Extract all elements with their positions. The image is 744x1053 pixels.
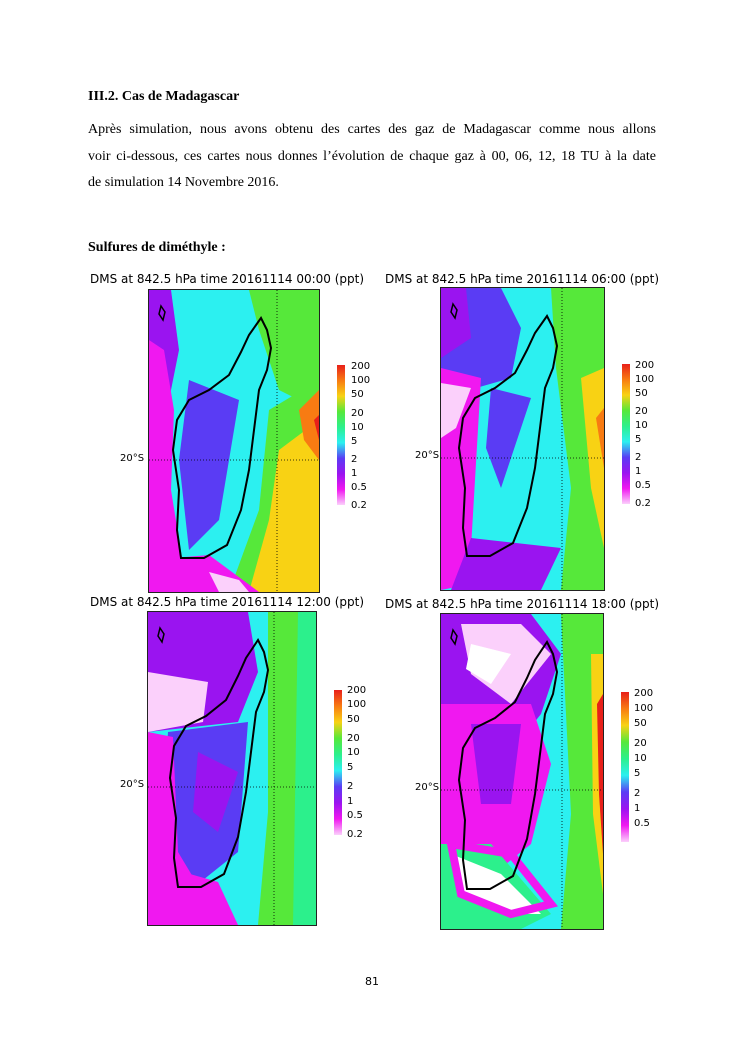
colorbar-label: 100 (635, 374, 655, 385)
colorbar-label: 2 (351, 454, 358, 465)
colorbar-label: 100 (347, 699, 367, 710)
page-number: 81 (365, 975, 379, 988)
colorbar-label: 100 (351, 375, 371, 386)
dms-map (148, 289, 320, 593)
colorbar-label: 1 (351, 468, 358, 479)
colorbar-label: 10 (351, 422, 364, 433)
paragraph-line: Après simulation, nous avons obtenu des … (88, 122, 656, 137)
latitude-label: 20°S (120, 779, 145, 790)
colorbar-label: 2 (347, 781, 354, 792)
colorbar-label: 50 (351, 389, 364, 400)
paragraph-line: de simulation 14 Novembre 2016. (88, 175, 279, 190)
colorbar-label: 5 (351, 436, 358, 447)
colorbar-label: 200 (635, 360, 655, 371)
colorbar-label: 0.2 (347, 829, 363, 840)
latitude-label: 20°S (120, 453, 145, 464)
panel-title: DMS at 842.5 hPa time 20161114 06:00 (pp… (385, 272, 660, 286)
panel-title: DMS at 842.5 hPa time 20161114 00:00 (pp… (90, 272, 365, 286)
colorbar-label: 200 (351, 361, 371, 372)
colorbar-label: 200 (347, 685, 367, 696)
colorbar-label: 1 (635, 466, 642, 477)
latitude-label: 20°S (415, 782, 440, 793)
colorbar-label: 20 (634, 738, 647, 749)
colorbar-label: 5 (634, 768, 641, 779)
colorbar-label: 50 (635, 388, 648, 399)
colorbar-label: 10 (634, 753, 647, 764)
section-heading: III.2. Cas de Madagascar (88, 89, 240, 104)
colorbar-label: 1 (634, 803, 641, 814)
colorbar-label: 0.2 (635, 498, 651, 509)
colorbar (621, 692, 629, 842)
colorbar-label: 0.5 (347, 810, 363, 821)
dms-map (440, 613, 604, 930)
colorbar-label: 50 (634, 718, 647, 729)
colorbar-label: 0.5 (351, 482, 367, 493)
colorbar-label: 20 (351, 408, 364, 419)
subsection-heading: Sulfures de diméthyle : (88, 240, 226, 255)
latitude-label: 20°S (415, 450, 440, 461)
colorbar-label: 1 (347, 796, 354, 807)
dms-map (440, 287, 605, 591)
colorbar-label: 50 (347, 714, 360, 725)
colorbar (334, 690, 342, 835)
colorbar-label: 10 (347, 747, 360, 758)
colorbar (622, 364, 630, 504)
colorbar-label: 200 (634, 688, 654, 699)
panel-title: DMS at 842.5 hPa time 20161114 12:00 (pp… (90, 595, 365, 609)
paragraph-line: voir ci-dessous, ces cartes nous donnes … (88, 148, 656, 164)
colorbar-label: 5 (635, 434, 642, 445)
dms-map (147, 611, 317, 926)
colorbar-label: 20 (635, 406, 648, 417)
panel-title: DMS at 842.5 hPa time 20161114 18:00 (pp… (385, 597, 660, 611)
colorbar-label: 2 (634, 788, 641, 799)
colorbar-label: 0.2 (351, 500, 367, 511)
colorbar-label: 20 (347, 733, 360, 744)
colorbar-label: 0.5 (635, 480, 651, 491)
colorbar (337, 365, 345, 505)
colorbar-label: 10 (635, 420, 648, 431)
colorbar-label: 100 (634, 703, 654, 714)
colorbar-label: 0.5 (634, 818, 650, 829)
colorbar-label: 2 (635, 452, 642, 463)
intro-paragraph: Après simulation, nous avons obtenu des … (88, 117, 656, 197)
colorbar-label: 5 (347, 762, 354, 773)
